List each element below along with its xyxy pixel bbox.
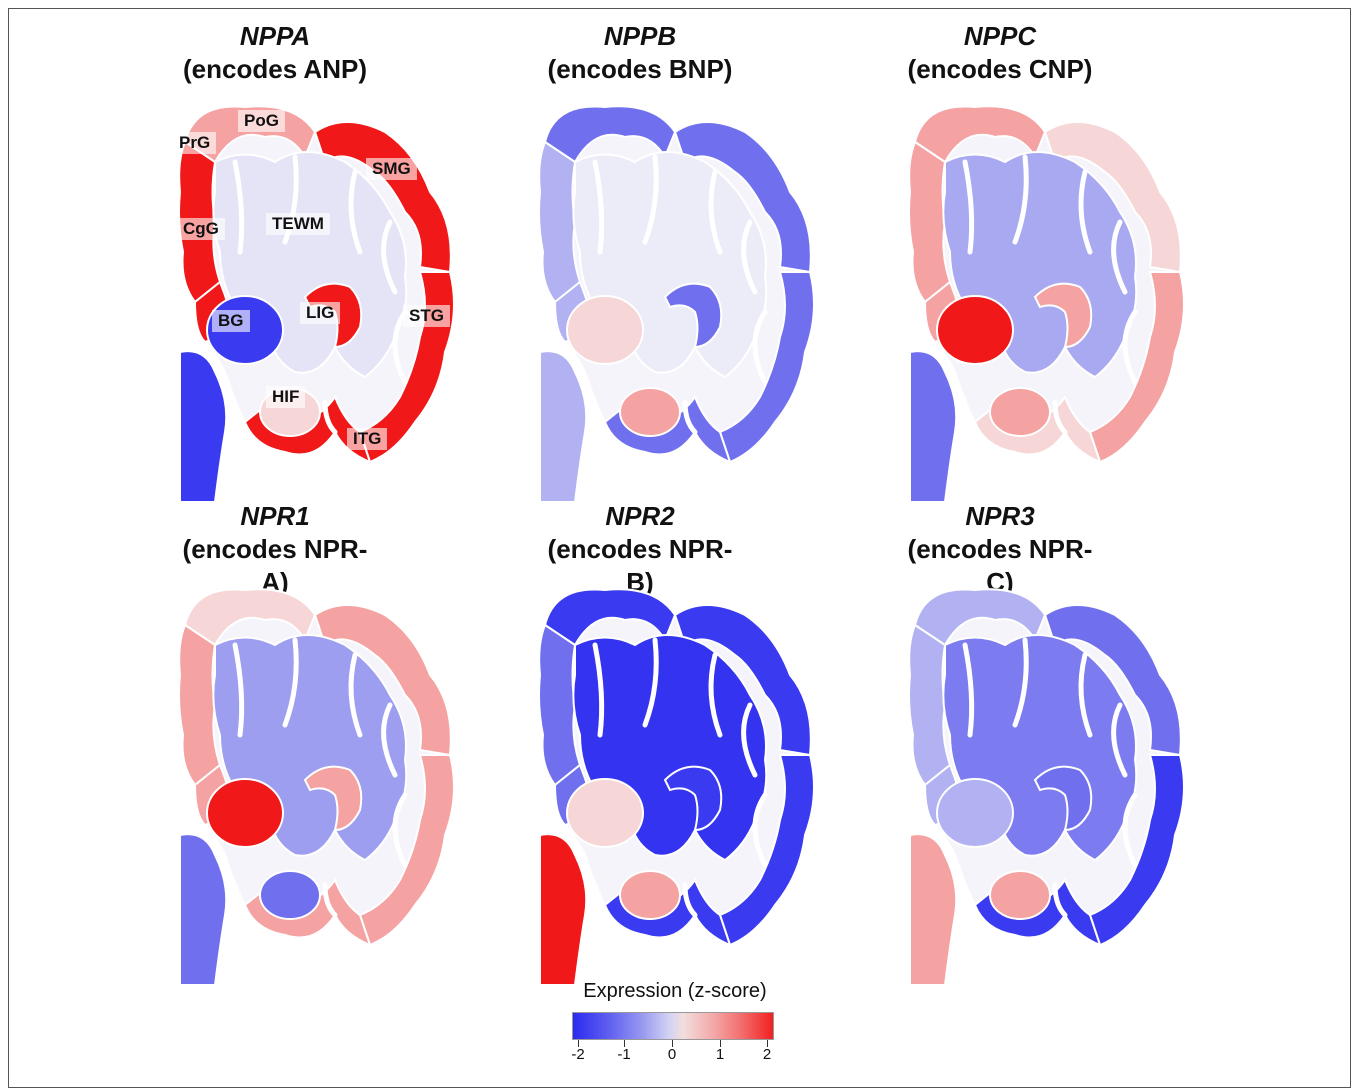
brain-section (538, 105, 815, 503)
region-basal-ganglia (566, 295, 644, 365)
gene-name: NPR3 (965, 501, 1035, 531)
sulcus (392, 309, 408, 385)
brain-section (908, 588, 1185, 986)
sulcus (752, 792, 768, 868)
gene-name: NPPC (963, 21, 1037, 51)
region-hippocampus (619, 870, 681, 920)
sulcus (1052, 882, 1068, 918)
legend-tick-label: -1 (617, 1046, 631, 1063)
gene-name: NPR2 (605, 501, 675, 531)
legend-tick-label: 2 (762, 1046, 772, 1063)
sulcus (592, 642, 605, 738)
region-brainstem (909, 350, 958, 503)
region-brainstem (179, 833, 228, 986)
region-basal-ganglia (566, 778, 644, 848)
sulcus (322, 882, 338, 918)
encoded-protein: (encodes BNP) (547, 54, 733, 84)
sulcus (1012, 154, 1029, 245)
region-label-pog: PoG (238, 110, 285, 132)
panel-title: NPR2 (encodes NPR-B) (545, 500, 735, 599)
sulcus (1111, 702, 1128, 778)
sulcus (1078, 169, 1093, 255)
region-label-stg: STG (403, 305, 450, 327)
sulcus (708, 169, 723, 255)
sulcus (752, 309, 768, 385)
panel-title: NPPC (encodes CNP) (905, 20, 1095, 86)
region-hippocampus (989, 870, 1051, 920)
legend-tick (624, 1040, 625, 1047)
brain-section (538, 588, 815, 986)
sulcus (282, 637, 299, 728)
region-label-smg: SMG (366, 158, 417, 180)
sulcus (348, 652, 363, 738)
region-label-cgg: CgG (177, 218, 225, 240)
sulcus (741, 219, 758, 295)
sulcus (962, 159, 975, 255)
legend-colorbar (572, 1012, 774, 1040)
region-hippocampus (989, 387, 1051, 437)
region-basal-ganglia (936, 778, 1014, 848)
encoded-protein: (encodes NPR-B) (547, 534, 733, 597)
gene-name: NPPB (603, 21, 677, 51)
region-label-hif: HIF (266, 386, 306, 408)
sulcus (682, 399, 698, 435)
sulcus (642, 637, 659, 728)
sulcus (1052, 399, 1068, 435)
sulcus (232, 642, 245, 738)
region-label-prg: PrG (173, 132, 217, 154)
sulcus (642, 154, 659, 245)
sulcus (1122, 792, 1138, 868)
region-hippocampus (259, 870, 321, 920)
legend-tick-label: 0 (667, 1046, 677, 1063)
region-brainstem (539, 350, 588, 503)
region-label-tewm: TEWM (266, 213, 330, 235)
sulcus (708, 652, 723, 738)
panel-title: NPPB (encodes BNP) (545, 20, 735, 86)
region-basal-ganglia (206, 778, 284, 848)
legend-tick (767, 1040, 768, 1047)
sulcus (741, 702, 758, 778)
sulcus (232, 159, 245, 255)
sulcus (381, 219, 398, 295)
legend-tick (672, 1040, 673, 1047)
legend-tick (720, 1040, 721, 1047)
sulcus (962, 642, 975, 738)
gene-name: NPPA (239, 21, 311, 51)
sulcus (322, 399, 338, 435)
encoded-protein: (encodes CNP) (907, 54, 1093, 84)
region-hippocampus (619, 387, 681, 437)
region-brainstem (539, 833, 588, 986)
sulcus (1111, 219, 1128, 295)
sulcus (381, 702, 398, 778)
sulcus (392, 792, 408, 868)
legend-title: Expression (z-score) (583, 980, 767, 1002)
legend-tick-label: -2 (571, 1046, 585, 1063)
sulcus (592, 159, 605, 255)
region-label-itg: ITG (347, 428, 388, 450)
gene-name: NPR1 (240, 501, 310, 531)
legend-tick (578, 1040, 579, 1047)
brain-section (178, 588, 455, 986)
encoded-protein: (encodes ANP) (183, 54, 367, 84)
region-brainstem (909, 833, 958, 986)
sulcus (1078, 652, 1093, 738)
brain-section (908, 105, 1185, 503)
region-label-lig: LIG (300, 302, 341, 324)
sulcus (1012, 637, 1029, 728)
legend-tick-label: 1 (715, 1046, 725, 1063)
panel-title: NPPA (encodes ANP) (180, 20, 370, 86)
region-basal-ganglia (936, 295, 1014, 365)
region-label-bg: BG (212, 310, 250, 332)
sulcus (1122, 309, 1138, 385)
sulcus (348, 169, 363, 255)
sulcus (682, 882, 698, 918)
region-brainstem (179, 350, 228, 503)
